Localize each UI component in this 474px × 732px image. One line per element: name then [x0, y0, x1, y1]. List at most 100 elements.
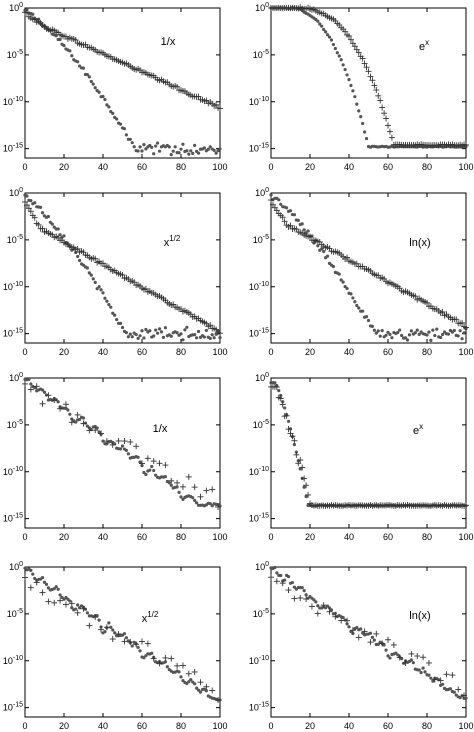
- data-point-plus: [45, 598, 52, 605]
- data-point-dot: [118, 447, 123, 451]
- subplot-8: 0 20 40 60 80 100 100 10-5 10-10 10-15 ln(x): [249, 561, 474, 731]
- data-point-plus: [174, 83, 181, 90]
- data-point-plus: [39, 400, 46, 407]
- data-point-plus: [62, 401, 69, 408]
- data-point-dot: [103, 296, 107, 300]
- data-point-plus: [133, 443, 140, 450]
- x-tick-label: 0: [22, 347, 27, 357]
- data-point-dot: [345, 73, 349, 77]
- data-point-dot: [325, 604, 330, 608]
- data-point-dot: [210, 504, 214, 508]
- data-point-dot: [417, 668, 421, 672]
- data-point-dot: [218, 336, 222, 340]
- data-point-dot: [150, 145, 154, 149]
- data-point-plus: [439, 308, 446, 315]
- data-point-dot: [91, 82, 95, 86]
- data-point-plus: [57, 597, 64, 604]
- data-point-dot: [421, 666, 425, 670]
- data-point-dot: [42, 580, 47, 584]
- y-tick-label: 10-15: [249, 513, 269, 524]
- data-point-dot: [179, 675, 183, 679]
- data-point-dot: [169, 152, 173, 157]
- data-point-dot: [378, 334, 382, 338]
- data-point-dot: [66, 408, 70, 412]
- y-tick-label: 10-10: [249, 655, 269, 666]
- data-point-plus: [103, 624, 110, 631]
- data-point-plus: [150, 655, 157, 662]
- data-point-dot: [130, 644, 134, 648]
- data-point-dot: [279, 393, 283, 398]
- y-tick-label: 10-15: [3, 513, 23, 524]
- data-point-dot: [93, 280, 97, 284]
- data-point-dot: [427, 673, 431, 677]
- data-point-dot: [40, 576, 45, 580]
- data-point-plus: [425, 659, 432, 666]
- data-point-dot: [56, 227, 60, 231]
- data-point-plus: [381, 110, 388, 117]
- data-point-plus: [297, 594, 304, 601]
- y-tick-label: 10-15: [249, 143, 269, 154]
- data-point-plus: [402, 660, 409, 667]
- data-point-dot: [300, 222, 304, 226]
- data-point-plus: [33, 579, 40, 586]
- data-point-dot: [193, 333, 197, 337]
- data-point-dot: [140, 149, 144, 153]
- data-point-plus: [347, 36, 354, 43]
- data-point-dot: [93, 86, 97, 90]
- data-point-dot: [351, 631, 355, 636]
- plot-frame: [24, 192, 221, 344]
- data-point-dot: [97, 618, 101, 622]
- data-point-dot: [357, 109, 361, 113]
- data-point-dot: [415, 328, 419, 332]
- data-point-dot: [370, 324, 374, 328]
- data-point-dot: [91, 277, 95, 281]
- x-tick-label: 20: [59, 721, 69, 731]
- data-point-dot: [136, 645, 140, 650]
- data-point-dot: [407, 333, 412, 337]
- data-point-plus: [98, 430, 105, 437]
- data-point-plus: [74, 411, 81, 418]
- y-tick-label: 100: [255, 561, 269, 572]
- data-point-dot: [329, 38, 334, 42]
- subplot-1: 0 20 40 60 80 100 100 10-5 10-10 10-15 1/x: [3, 2, 228, 172]
- y-tick-label: 10-10: [3, 281, 23, 292]
- data-point-dot: [343, 618, 347, 622]
- data-point-dot: [44, 582, 49, 587]
- data-point-dot: [206, 147, 210, 151]
- data-point-dot: [76, 60, 80, 64]
- data-point-dot: [376, 329, 380, 333]
- data-point-plus: [344, 254, 351, 261]
- data-point-plus: [396, 654, 403, 661]
- data-point-plus: [291, 437, 298, 444]
- data-point-plus: [31, 214, 38, 221]
- data-point-dot: [128, 332, 132, 336]
- data-point-dot: [452, 690, 456, 694]
- data-point-plus: [431, 676, 438, 683]
- x-tick-label: 80: [422, 347, 432, 357]
- data-point-plus: [191, 484, 198, 491]
- data-point-plus: [215, 696, 222, 703]
- data-point-dot: [339, 58, 343, 62]
- data-point-plus: [168, 477, 175, 484]
- data-point-dot: [31, 572, 35, 576]
- data-point-dot: [191, 151, 195, 155]
- y-tick-label: 10-10: [3, 466, 23, 477]
- data-point-dot: [341, 615, 345, 620]
- data-point-dot: [409, 329, 413, 333]
- data-point-plus: [115, 630, 122, 637]
- data-point-dot: [337, 272, 341, 276]
- data-point-plus: [314, 610, 321, 617]
- data-point-plus: [203, 683, 210, 690]
- y-tick-label: 10-5: [253, 234, 269, 245]
- y-tick-label: 10-5: [253, 49, 269, 60]
- data-point-plus: [342, 28, 349, 35]
- data-point-dot: [435, 327, 439, 331]
- data-point-dot: [273, 565, 277, 570]
- data-point-plus: [27, 584, 34, 591]
- data-point-plus: [127, 438, 134, 445]
- x-tick-label: 60: [383, 532, 393, 542]
- data-point-dot: [154, 328, 158, 332]
- data-point-plus: [279, 401, 286, 408]
- data-point-dot: [372, 328, 376, 332]
- data-point-dot: [413, 331, 417, 335]
